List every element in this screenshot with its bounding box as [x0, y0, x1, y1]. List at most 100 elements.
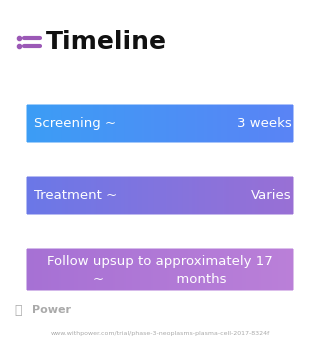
Bar [204, 92, 206, 155]
Bar [253, 164, 255, 227]
Bar [80, 92, 82, 155]
Bar [131, 92, 133, 155]
Bar [294, 236, 296, 303]
Bar [202, 164, 204, 227]
Bar [297, 236, 299, 303]
Bar [170, 164, 172, 227]
Bar [148, 92, 150, 155]
Bar [122, 164, 124, 227]
Bar [40, 236, 42, 303]
Bar [85, 164, 87, 227]
Bar [296, 164, 298, 227]
Bar [246, 92, 248, 155]
Bar [188, 92, 190, 155]
Bar [192, 164, 194, 227]
Bar [297, 92, 299, 155]
Bar [183, 164, 185, 227]
Bar [211, 164, 213, 227]
Bar [142, 92, 144, 155]
Bar [280, 164, 282, 227]
Bar [271, 164, 273, 227]
Bar [132, 164, 134, 227]
Bar [204, 164, 206, 227]
Text: Treatment ~: Treatment ~ [34, 189, 117, 202]
Bar [97, 164, 99, 227]
Bar [156, 236, 157, 303]
Bar [268, 236, 270, 303]
Bar [106, 92, 108, 155]
Bar [157, 92, 159, 155]
Bar [196, 92, 198, 155]
Bar [110, 236, 112, 303]
Bar [119, 236, 121, 303]
Bar [167, 164, 169, 227]
Bar [199, 236, 201, 303]
Bar [173, 92, 175, 155]
Bar [110, 92, 112, 155]
Bar [74, 236, 76, 303]
Bar [144, 236, 146, 303]
Bar [235, 164, 236, 227]
Bar [115, 236, 117, 303]
Bar [35, 164, 36, 227]
Bar [58, 236, 60, 303]
Bar [14, 164, 16, 227]
Bar [267, 164, 268, 227]
Bar [191, 236, 193, 303]
Bar [210, 236, 212, 303]
Bar [43, 236, 45, 303]
Bar [305, 236, 307, 303]
Bar [166, 236, 168, 303]
Bar [87, 92, 89, 155]
Bar [300, 236, 302, 303]
Bar [183, 236, 185, 303]
Bar [30, 92, 32, 155]
Bar [272, 92, 274, 155]
Bar [221, 92, 223, 155]
Bar [103, 164, 105, 227]
Bar [233, 92, 235, 155]
Bar [274, 236, 276, 303]
Bar [39, 164, 41, 227]
Bar [128, 164, 130, 227]
Bar [182, 236, 184, 303]
Bar [20, 92, 22, 155]
Text: Power: Power [32, 305, 71, 315]
Bar [92, 92, 93, 155]
Bar [283, 92, 284, 155]
Bar [294, 92, 296, 155]
Bar [176, 92, 178, 155]
Bar [122, 236, 124, 303]
Bar [62, 164, 64, 227]
Bar [78, 236, 80, 303]
Bar [35, 92, 36, 155]
Bar [179, 236, 181, 303]
Bar [58, 164, 60, 227]
Bar [105, 236, 107, 303]
Bar [285, 92, 287, 155]
Bar [194, 164, 196, 227]
Bar [53, 236, 55, 303]
Bar [23, 236, 25, 303]
Bar [189, 236, 191, 303]
Bar [198, 92, 200, 155]
Bar [162, 236, 164, 303]
Bar [113, 236, 115, 303]
Bar [102, 164, 104, 227]
Bar [287, 236, 289, 303]
Bar [77, 164, 79, 227]
Bar [124, 236, 125, 303]
Bar [269, 236, 271, 303]
Bar [253, 236, 255, 303]
Bar [217, 92, 219, 155]
Bar [17, 164, 19, 227]
Bar [90, 164, 92, 227]
Bar [208, 236, 210, 303]
Bar [194, 236, 196, 303]
Bar [154, 236, 156, 303]
Bar [31, 236, 34, 303]
Bar [31, 164, 34, 227]
Bar [40, 92, 42, 155]
Bar [45, 236, 47, 303]
Bar [300, 92, 302, 155]
